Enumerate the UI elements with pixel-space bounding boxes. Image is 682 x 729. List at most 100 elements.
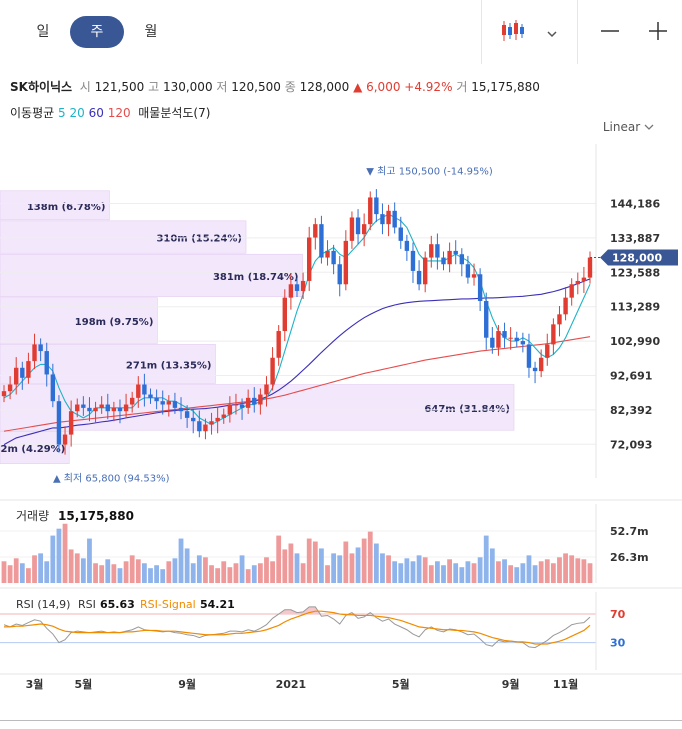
volume-bar xyxy=(245,569,251,583)
minus-icon[interactable] xyxy=(600,22,620,40)
candle-body xyxy=(532,367,538,372)
volume-bar xyxy=(325,565,330,583)
candle-body xyxy=(569,284,574,298)
volume-bar xyxy=(312,541,318,583)
candle-body xyxy=(465,264,471,278)
candle-body xyxy=(380,214,385,225)
volume-panel-value: 15,175,880 xyxy=(58,509,134,523)
rsi-signal-value: 54.21 xyxy=(200,598,235,611)
volume-bar xyxy=(349,553,355,583)
volume-bar xyxy=(587,563,593,583)
rsi-level-70: 70 xyxy=(610,608,626,621)
chevron-down-icon xyxy=(644,124,654,130)
volume-bar xyxy=(270,561,275,583)
volume-bar xyxy=(172,558,178,583)
candle-body xyxy=(294,284,300,291)
low-label: 저 xyxy=(216,80,228,94)
candle-body xyxy=(50,374,56,402)
volume-bar xyxy=(453,563,459,583)
change-value: ▲ 6,000 xyxy=(353,80,401,94)
candle-body xyxy=(581,277,587,281)
candle-body xyxy=(502,331,507,338)
candle-body xyxy=(270,357,275,385)
candle-body xyxy=(496,331,501,348)
volume-bar xyxy=(575,558,581,583)
candle-body xyxy=(551,324,556,345)
candle-body xyxy=(197,421,202,432)
volume-bar xyxy=(361,538,367,583)
open-value: 121,500 xyxy=(94,80,145,94)
candle-body xyxy=(166,401,172,405)
volume-bar xyxy=(447,559,453,583)
close-value: 128,000 xyxy=(299,80,350,94)
volume-bar xyxy=(44,561,50,583)
price-tick-label: 72,093 xyxy=(610,438,652,451)
rsi-value-label: RSI xyxy=(78,598,96,611)
candle-body xyxy=(557,314,562,325)
volume-profile-bar xyxy=(0,297,158,344)
volume-bar xyxy=(196,555,202,583)
candle-body xyxy=(142,384,147,395)
candle-body xyxy=(514,337,519,342)
time-tick-label: 5월 xyxy=(392,677,410,691)
volume-bar xyxy=(209,565,214,583)
volume-bar xyxy=(331,553,337,583)
price-tick-label: 133,887 xyxy=(610,232,660,245)
time-tick-label: 2021 xyxy=(276,678,307,691)
volume-bar xyxy=(557,557,562,583)
volume-profile-label: 198m (9.75%) xyxy=(75,317,154,328)
volume-value: 15,175,880 xyxy=(471,80,540,94)
time-tick-label: 11월 xyxy=(553,677,578,691)
volume-bar xyxy=(160,569,166,583)
high-low-markers: ▼ 최고 150,500 (-14.95%) ▲ 최저 65,800 (94.53… xyxy=(53,165,493,484)
chevron-down-icon[interactable] xyxy=(546,24,558,38)
candle-body xyxy=(148,394,153,398)
candle-body xyxy=(264,384,269,395)
candle-body xyxy=(374,197,379,215)
candle-body xyxy=(325,250,330,258)
rsi-overbought-fill xyxy=(4,606,590,615)
volume-bar xyxy=(26,568,31,583)
scale-mode-toggle[interactable]: Linear xyxy=(603,120,654,134)
candle-body xyxy=(245,397,251,408)
price-tick-label: 123,588 xyxy=(610,266,660,279)
volume-bar xyxy=(117,568,123,583)
volume-profile-bar xyxy=(0,253,303,297)
candle-body xyxy=(361,224,367,235)
tab-month[interactable]: 월 xyxy=(144,24,158,40)
low-price-marker: ▲ 최저 65,800 (94.53%) xyxy=(53,472,170,484)
tab-week[interactable]: 주 xyxy=(70,16,124,48)
volume-bar xyxy=(544,559,550,583)
candle-body xyxy=(410,250,416,271)
candle-body xyxy=(38,344,43,352)
candle-body xyxy=(490,337,495,348)
candle-body xyxy=(154,397,159,402)
candle-body xyxy=(349,217,355,241)
volume-bar xyxy=(80,558,86,583)
tab-day[interactable]: 일 xyxy=(36,24,50,40)
price-tick-label: 144,186 xyxy=(610,197,660,210)
volume-bar xyxy=(483,535,489,583)
volume-tick-label: 52.7m xyxy=(610,525,649,538)
candle-body xyxy=(191,417,196,422)
chart-toolbar: 일 주 월 xyxy=(0,0,682,64)
volume-profile-label: 271m (13.35%) xyxy=(126,360,212,371)
volume-bar xyxy=(62,523,68,583)
volume-bar xyxy=(227,567,233,583)
ma5-line xyxy=(3,213,591,426)
toolbar-divider xyxy=(481,0,482,64)
candle-body xyxy=(307,237,312,281)
volume-bar xyxy=(343,541,349,583)
volume-bar xyxy=(87,538,92,583)
scale-mode-label: Linear xyxy=(602,120,641,134)
candle-body xyxy=(111,407,117,412)
candlestick-icon[interactable] xyxy=(500,18,528,44)
moving-average-legend[interactable]: 이동평균 5 20 60 120 매물분석도(7) xyxy=(10,104,210,121)
candle-body xyxy=(252,397,257,405)
volume-bar xyxy=(178,538,184,583)
volume-bar xyxy=(550,563,556,583)
plus-icon[interactable] xyxy=(648,21,668,41)
volume-bar xyxy=(135,559,141,583)
candle-body xyxy=(105,404,110,412)
volume-profile-label: 87.2m (4.29%) xyxy=(0,444,65,455)
